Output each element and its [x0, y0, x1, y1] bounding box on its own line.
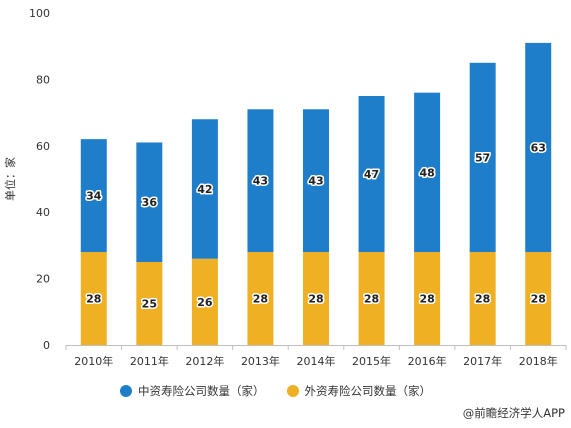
bar-foreign: [136, 262, 163, 345]
y-tick-label: 20: [36, 273, 50, 286]
legend: 中资寿险公司数量（家） 外资寿险公司数量（家）: [120, 383, 453, 399]
bar-domestic: [414, 92, 441, 253]
bar-domestic: [136, 142, 163, 262]
bar-domestic: [191, 119, 218, 259]
y-tick-label: 40: [36, 206, 50, 219]
y-axis-title: 单位：家: [3, 157, 17, 201]
data-label: 28: [253, 293, 268, 306]
x-tick-label: 2016年: [408, 354, 447, 368]
data-label: 43: [253, 175, 268, 188]
data-label: 28: [364, 293, 379, 306]
bar-domestic: [469, 62, 496, 253]
x-tick-label: 2018年: [519, 354, 558, 368]
bars: 28 34 25 36 26 42 28 43 28 43 28 47 28 48 28 57 28 63: [80, 42, 552, 345]
data-label: 25: [142, 298, 157, 311]
data-label: 28: [308, 293, 323, 306]
x-tick-label: 2014年: [297, 354, 336, 368]
x-axis: 2010年 2011年 2012年 2013年 2014年 2015年 2016年 2017年…: [65, 345, 567, 368]
data-label: 34: [86, 190, 102, 203]
data-label: 48: [419, 166, 434, 179]
y-tick-label: 60: [36, 140, 50, 153]
data-label: 36: [142, 196, 158, 209]
data-label: 47: [364, 168, 379, 181]
y-tick-label: 0: [43, 339, 50, 352]
legend-swatch-domestic: [120, 385, 132, 397]
bar-domestic: [358, 96, 385, 253]
y-axis: 0 20 40 60 80 100: [29, 7, 50, 352]
legend-label-domestic: 中资寿险公司数量（家）: [138, 384, 265, 398]
x-tick-label: 2015年: [352, 354, 391, 368]
legend-item-domestic[interactable]: 中资寿险公司数量（家）: [120, 383, 265, 399]
bar-domestic: [525, 42, 552, 253]
y-tick-label: 80: [36, 73, 50, 86]
x-tick-label: 2011年: [130, 354, 169, 368]
data-label: 28: [86, 293, 101, 306]
x-tick-label: 2017年: [463, 354, 502, 368]
y-tick-label: 100: [29, 7, 50, 20]
bar-foreign: [247, 252, 274, 345]
data-label: 28: [531, 293, 546, 306]
legend-swatch-foreign: [286, 385, 299, 397]
data-label: 63: [531, 141, 546, 154]
bar-foreign: [303, 252, 329, 345]
bar-foreign: [414, 252, 441, 345]
data-label: 28: [419, 293, 434, 306]
legend-label-foreign: 外资寿险公司数量（家）: [304, 384, 432, 398]
data-label: 43: [308, 175, 323, 188]
bar-foreign: [191, 258, 218, 345]
legend-item-foreign[interactable]: 外资寿险公司数量（家）: [286, 383, 432, 399]
data-label: 42: [197, 183, 212, 196]
source-text: @前瞻经济学人APP: [462, 406, 565, 420]
bar-domestic: [80, 139, 107, 253]
source-credit: @前瞻经济学人APP: [463, 405, 565, 421]
bar-foreign: [358, 252, 385, 345]
x-tick-label: 2012年: [185, 354, 224, 368]
bar-domestic: [303, 109, 329, 253]
bar-foreign: [80, 252, 107, 345]
data-label: 28: [475, 293, 490, 306]
bar-foreign: [525, 252, 552, 345]
x-tick-label: 2010年: [74, 354, 113, 368]
data-label: 57: [475, 151, 490, 164]
x-tick-label: 2013年: [241, 354, 280, 368]
bar-foreign: [469, 252, 496, 345]
bar-domestic: [247, 109, 274, 253]
data-label: 26: [197, 296, 213, 309]
